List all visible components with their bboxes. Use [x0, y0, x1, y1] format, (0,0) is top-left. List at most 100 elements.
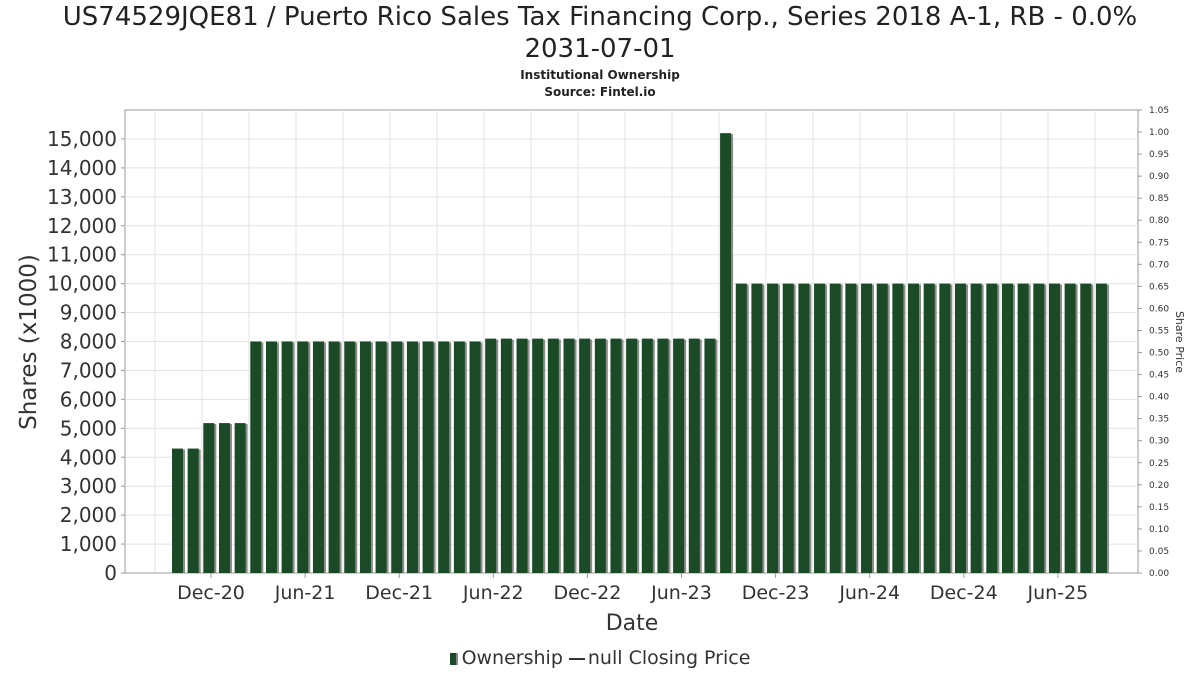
x-tick-label: Jun-23	[650, 582, 712, 604]
y2-tick-label: 0.25	[1149, 459, 1169, 469]
ownership-bar	[829, 283, 841, 573]
ownership-bar	[375, 341, 387, 573]
ownership-bar	[767, 283, 779, 573]
ownership-bar	[735, 283, 747, 573]
y2-tick-label: 0.20	[1149, 481, 1169, 491]
ownership-bar	[516, 338, 528, 573]
chart-subtitle: Institutional Ownership	[520, 68, 680, 82]
y-tick-label: 0	[104, 561, 117, 585]
ownership-bar	[1080, 283, 1092, 573]
x-tick-label: Dec-24	[930, 582, 998, 604]
y2-tick-label: 0.90	[1149, 172, 1169, 182]
y-tick-label: 2,000	[60, 503, 117, 527]
y-tick-label: 13,000	[47, 185, 117, 209]
ownership-bar	[422, 341, 434, 573]
y2-tick-label: 0.60	[1149, 304, 1169, 314]
ownership-bar	[485, 338, 497, 573]
ownership-bar	[344, 341, 356, 573]
y2-tick-label: 0.95	[1149, 150, 1169, 160]
y2-tick-label: 0.05	[1149, 547, 1169, 557]
ownership-bar	[641, 338, 653, 573]
y2-axis-title: Share Price	[1173, 311, 1186, 373]
y-tick-label: 12,000	[47, 214, 117, 238]
y2-tick-label: 0.10	[1149, 525, 1169, 535]
y-tick-label: 6,000	[60, 387, 117, 411]
ownership-bar	[391, 341, 403, 573]
ownership-bar	[469, 341, 481, 573]
ownership-bar	[923, 283, 935, 573]
ownership-bar	[312, 341, 324, 573]
ownership-bar	[234, 423, 246, 573]
ownership-bar	[673, 338, 685, 573]
y-tick-label: 7,000	[60, 358, 117, 382]
ownership-bar	[986, 283, 998, 573]
x-tick-label: Jun-24	[838, 582, 900, 604]
y-axis-title: Shares (x1000)	[16, 254, 42, 430]
ownership-bar	[955, 283, 966, 573]
ownership-bar	[250, 341, 262, 573]
x-tick-label: Dec-21	[365, 582, 433, 604]
x-tick-label: Jun-25	[1027, 582, 1089, 604]
ownership-bar	[438, 341, 450, 573]
ownership-bar	[908, 283, 920, 573]
ownership-bar	[265, 341, 277, 573]
ownership-bar	[704, 338, 716, 573]
closing-price-legend-line	[568, 657, 585, 660]
y-tick-label: 8,000	[60, 330, 117, 354]
ownership-bar	[1095, 283, 1107, 573]
ownership-bar	[892, 283, 904, 573]
y2-tick-label: 0.85	[1149, 194, 1169, 204]
ownership-bar	[563, 338, 575, 573]
y2-tick-label: 0.70	[1149, 260, 1169, 270]
y2-tick-label: 0.40	[1149, 393, 1169, 403]
ownership-bar	[1033, 283, 1045, 573]
y2-tick-label: 0.35	[1149, 415, 1169, 425]
ownership-bar	[187, 448, 199, 573]
ownership-bar	[939, 283, 951, 573]
ownership-bar	[297, 341, 309, 573]
y2-tick-label: 1.05	[1149, 106, 1169, 116]
x-tick-label: Dec-22	[553, 582, 621, 604]
chart-legend: Ownership null Closing Price	[0, 647, 1200, 669]
chart-source: Source: Fintel.io	[544, 85, 656, 99]
x-tick-label: Dec-23	[742, 582, 810, 604]
y-tick-label: 14,000	[47, 156, 117, 180]
y-tick-label: 4,000	[60, 445, 117, 469]
ownership-bar	[203, 423, 215, 573]
ownership-bar	[751, 283, 763, 573]
ownership-bar	[626, 338, 638, 573]
ownership-bar	[547, 338, 559, 573]
y2-tick-label: 0.65	[1149, 282, 1169, 292]
chart-title-line2: 2031-07-01	[524, 34, 676, 64]
ownership-bar	[798, 283, 810, 573]
x-axis-title: Date	[606, 611, 659, 636]
chart-title-line1: US74529JQE81 / Puerto Rico Sales Tax Fin…	[62, 2, 1138, 32]
ownership-bar	[172, 448, 183, 573]
y-tick-label: 5,000	[60, 416, 117, 440]
x-tick-label: Jun-22	[462, 582, 524, 604]
ownership-bar	[610, 338, 622, 573]
y2-tick-label: 0.75	[1149, 238, 1169, 248]
ownership-legend-swatch	[449, 652, 458, 665]
y-tick-label: 1,000	[60, 532, 117, 556]
ownership-bar	[814, 283, 826, 573]
y2-tick-label: 0.50	[1149, 349, 1169, 359]
ownership-bar	[1017, 283, 1029, 573]
ownership-bar	[594, 338, 606, 573]
ownership-bar	[453, 341, 465, 573]
ownership-bar	[657, 338, 669, 573]
ownership-bar	[1048, 283, 1060, 573]
ownership-bar	[1064, 283, 1076, 573]
y2-tick-label: 0.45	[1149, 371, 1169, 381]
ownership-bar	[328, 341, 340, 573]
ownership-bar	[1001, 283, 1013, 573]
ownership-bar	[359, 341, 371, 573]
y-tick-label: 15,000	[47, 127, 117, 151]
closing-price-legend-label: null Closing Price	[587, 647, 751, 669]
y-tick-label: 10,000	[47, 272, 117, 296]
ownership-bar	[281, 341, 293, 573]
ownership-bar	[688, 338, 700, 573]
y-tick-label: 9,000	[60, 301, 117, 325]
ownership-bar	[861, 283, 873, 573]
